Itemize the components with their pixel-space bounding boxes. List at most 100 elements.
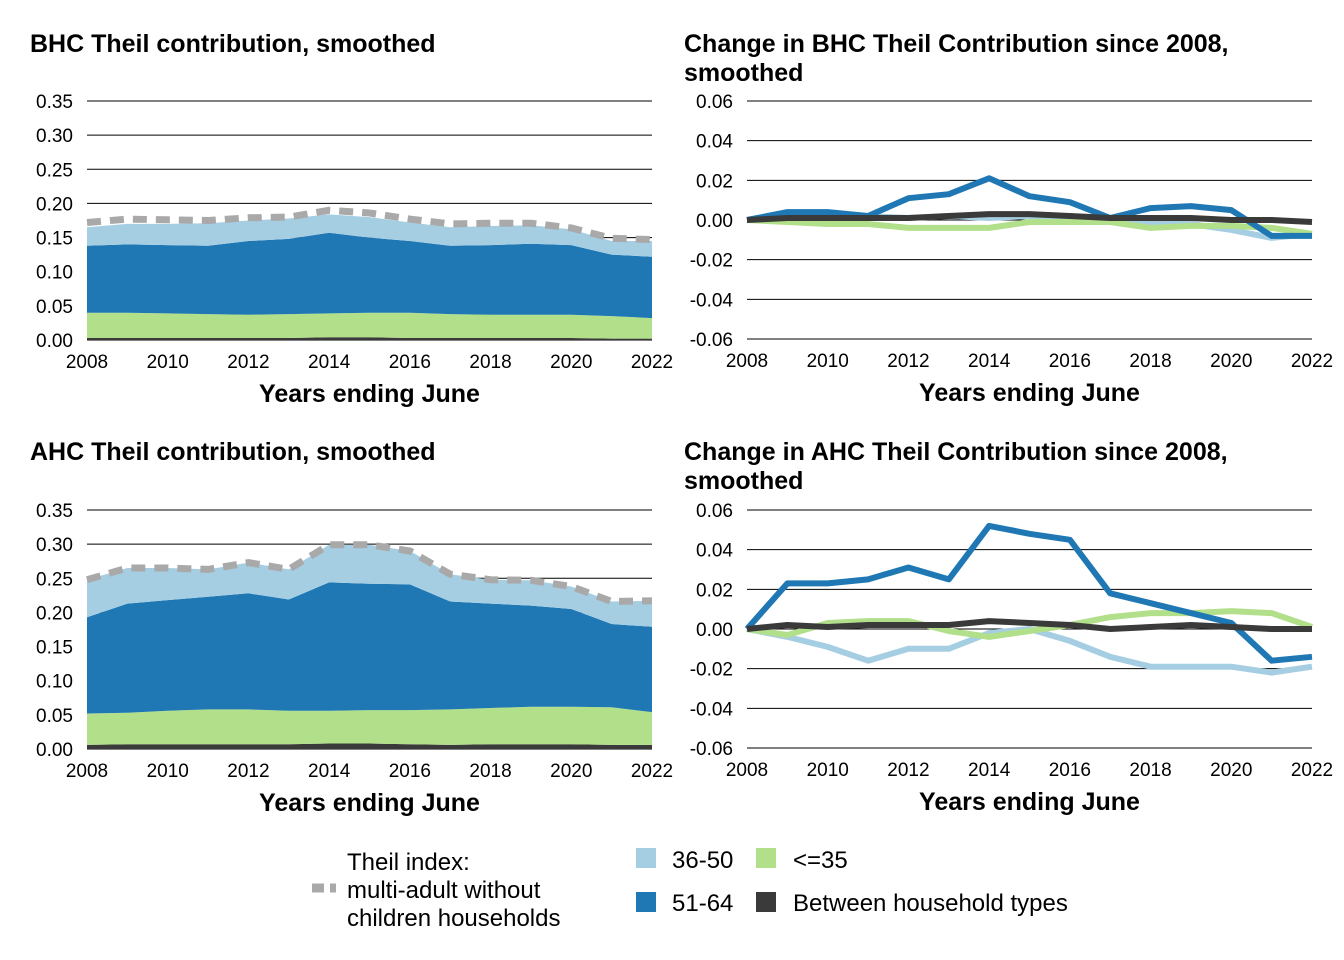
x-axis-label: Years ending June	[259, 380, 480, 408]
chart-title: Change in BHC Theil Contribution since 2…	[684, 30, 1229, 58]
legend-swatch-le-35	[756, 848, 776, 868]
legend-label-51-64: 51-64	[672, 890, 733, 917]
x-axis-label: Years ending June	[919, 379, 1140, 407]
chart-title-line2: smoothed	[684, 467, 803, 495]
y-tick-label: 0.30	[36, 535, 73, 556]
x-tick-label: 2016	[389, 352, 431, 373]
legend-swatch-between	[756, 892, 776, 912]
x-tick-label: 2010	[807, 351, 849, 372]
y-tick-label: 0.00	[36, 331, 73, 352]
x-tick-label: 2020	[1210, 760, 1252, 781]
line-series-between	[746, 618, 1312, 632]
y-tick-label: 0.30	[36, 126, 73, 147]
y-tick-label: 0.20	[36, 194, 73, 215]
x-tick-label: 2008	[66, 761, 108, 782]
x-tick-label: 2012	[887, 351, 929, 372]
line-series-age-51-64	[744, 522, 1313, 664]
area-series-age-51-64	[87, 232, 652, 319]
y-tick-label: -0.06	[690, 739, 733, 760]
y-tick-label: 0.15	[36, 638, 73, 659]
x-tick-label: 2018	[1129, 351, 1171, 372]
theil-total-line	[86, 206, 653, 244]
x-tick-label: 2016	[389, 761, 431, 782]
y-tick-label: -0.06	[690, 330, 733, 351]
y-tick-label: 0.05	[36, 297, 73, 318]
y-tick-label: 0.05	[36, 706, 73, 727]
chart-panel-3: AHC Theil contribution, smoothed 0.00 0.05…	[30, 438, 673, 817]
chart-title: BHC Theil contribution, smoothed	[30, 30, 436, 58]
chart-panel-4: Change in AHC Theil Contribution since 2…	[684, 438, 1333, 816]
x-tick-label: 2014	[308, 352, 351, 373]
x-tick-label: 2016	[1049, 351, 1091, 372]
x-tick-label: 2014	[968, 351, 1011, 372]
y-tick-label: 0.02	[696, 171, 733, 192]
y-tick-label: 0.35	[36, 501, 73, 522]
y-tick-label: 0.10	[36, 263, 73, 284]
legend-label-theil-line1: Theil index:	[347, 849, 470, 876]
x-tick-label: 2018	[469, 352, 511, 373]
y-tick-label: 0.15	[36, 229, 73, 250]
legend-label-between: Between household types	[793, 890, 1068, 917]
area-series-between	[87, 743, 652, 749]
x-tick-label: 2008	[66, 352, 108, 373]
x-tick-label: 2014	[968, 760, 1011, 781]
y-tick-label: 0.25	[36, 569, 73, 590]
area-series-between	[87, 337, 652, 340]
line-series-age-36-50	[746, 626, 1313, 676]
legend-label-theil-line3: children households	[347, 905, 560, 932]
x-tick-label: 2022	[631, 761, 673, 782]
chart-title: AHC Theil contribution, smoothed	[30, 438, 436, 466]
legend: Theil index: multi-adult without childre…	[312, 847, 1068, 932]
x-tick-label: 2020	[1210, 351, 1252, 372]
x-tick-label: 2018	[1129, 760, 1171, 781]
y-tick-label: 0.00	[696, 211, 733, 232]
y-tick-label: 0.06	[696, 92, 733, 113]
theil-total-line	[86, 541, 653, 606]
y-tick-label: 0.04	[696, 132, 733, 153]
chart-panel-1: BHC Theil contribution, smoothed 0.00 0.05…	[30, 30, 673, 408]
legend-swatch-36-50	[636, 848, 656, 868]
area-series-age-le-35	[87, 312, 652, 339]
x-tick-label: 2010	[147, 761, 189, 782]
x-tick-label: 2008	[726, 760, 768, 781]
y-tick-label: 0.35	[36, 92, 73, 113]
y-tick-label: 0.10	[36, 672, 73, 693]
x-tick-label: 2010	[147, 352, 189, 373]
y-tick-label: -0.02	[690, 660, 733, 681]
line-series-age-51-64	[746, 175, 1312, 239]
y-tick-label: 0.02	[696, 580, 733, 601]
x-tick-label: 2022	[1291, 760, 1333, 781]
y-tick-label: 0.06	[696, 501, 733, 522]
y-tick-label: -0.04	[690, 290, 734, 311]
area-series-age-51-64	[87, 582, 652, 714]
area-series-age-36-50	[87, 544, 652, 627]
y-tick-label: -0.04	[690, 699, 734, 720]
area-series-age-36-50	[87, 214, 652, 257]
x-tick-label: 2022	[631, 352, 673, 373]
y-tick-label: 0.00	[696, 620, 733, 641]
legend-label-le-35: <=35	[793, 847, 848, 874]
x-axis-label: Years ending June	[259, 789, 480, 817]
y-tick-label: -0.02	[690, 251, 733, 272]
x-tick-label: 2010	[807, 760, 849, 781]
legend-label-36-50: 36-50	[672, 847, 733, 874]
area-series-age-le-35	[87, 706, 652, 745]
x-tick-label: 2012	[227, 761, 269, 782]
chart-panel-2: Change in BHC Theil Contribution since 2…	[684, 30, 1333, 407]
x-tick-label: 2016	[1049, 760, 1091, 781]
chart-title-line2: smoothed	[684, 59, 803, 87]
x-tick-label: 2014	[308, 761, 351, 782]
legend-swatch-51-64	[636, 892, 656, 912]
x-tick-label: 2008	[726, 351, 768, 372]
x-tick-label: 2012	[227, 352, 269, 373]
y-tick-label: 0.04	[696, 541, 733, 562]
y-tick-label: 0.25	[36, 160, 73, 181]
legend-label-theil-line2: multi-adult without	[347, 877, 541, 904]
x-tick-label: 2020	[550, 352, 592, 373]
line-series-age-le-35	[746, 608, 1313, 640]
x-tick-label: 2020	[550, 761, 592, 782]
y-tick-label: 0.20	[36, 603, 73, 624]
line-series-between	[746, 211, 1313, 225]
y-tick-label: 0.00	[36, 740, 73, 761]
